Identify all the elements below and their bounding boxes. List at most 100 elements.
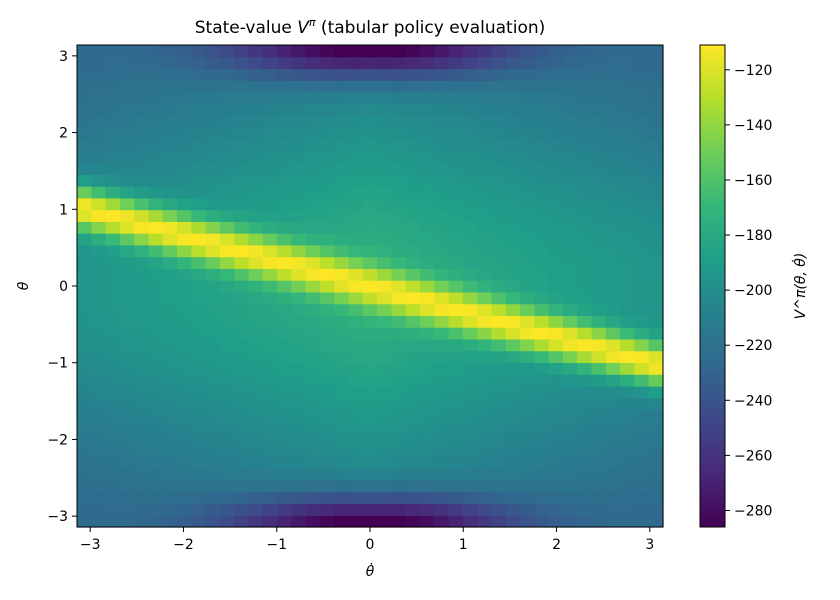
heatmap-cell [277, 374, 292, 387]
heatmap-cell [134, 221, 150, 234]
heatmap-cell [591, 45, 607, 58]
heatmap-cell [277, 280, 292, 293]
heatmap-cell [277, 103, 292, 117]
heatmap-cell [205, 503, 221, 516]
heatmap-cell [234, 515, 250, 528]
heatmap-cell [420, 162, 435, 175]
heatmap-cell [177, 421, 192, 434]
heatmap-cell [520, 68, 535, 81]
heatmap-cell [119, 139, 135, 152]
heatmap-cell [119, 350, 135, 364]
heatmap-cell [262, 268, 278, 281]
heatmap-cell [119, 468, 135, 481]
heatmap-cell [177, 444, 192, 458]
heatmap-cell [591, 432, 607, 446]
heatmap-cell [119, 503, 135, 516]
heatmap-cell [277, 139, 292, 152]
heatmap-cell [620, 468, 636, 481]
heatmap-cell [462, 479, 478, 493]
y-tick-label: −1 [47, 356, 68, 372]
heatmap-cell [362, 45, 378, 58]
heatmap-cell [105, 374, 121, 387]
heatmap-cell [491, 327, 507, 340]
heatmap-cell [91, 268, 107, 281]
heatmap-cell [391, 409, 407, 422]
heatmap-cell [162, 209, 178, 222]
heatmap-cell [477, 409, 493, 422]
heatmap-cell [462, 515, 478, 528]
heatmap-cell [148, 92, 164, 105]
heatmap-cell [105, 350, 121, 364]
heatmap-cell [248, 385, 264, 399]
heatmap-cell [434, 174, 450, 187]
heatmap-cell [562, 244, 578, 258]
heatmap-cell [591, 139, 607, 152]
heatmap-cell [334, 491, 350, 505]
heatmap-cell [534, 174, 550, 187]
heatmap-cell [534, 209, 550, 222]
heatmap-cell [205, 45, 221, 58]
heatmap-cell [134, 127, 150, 140]
heatmap-cell [620, 209, 636, 222]
heatmap-cell [562, 315, 578, 328]
heatmap-cell [391, 350, 407, 364]
heatmap-cell [305, 374, 321, 387]
heatmap-cell [219, 56, 235, 70]
heatmap-cell [319, 468, 335, 481]
heatmap-cell [134, 468, 150, 481]
heatmap-cell [362, 432, 378, 446]
heatmap-cell [319, 456, 335, 469]
heatmap-cell [177, 350, 192, 364]
heatmap-cell [534, 503, 550, 516]
heatmap-cell [177, 256, 192, 269]
heatmap-cell [405, 233, 421, 246]
heatmap-cell [620, 503, 636, 516]
heatmap-cell [462, 303, 478, 316]
heatmap-cell [420, 45, 435, 58]
heatmap-cell [277, 127, 292, 140]
heatmap-cell [291, 421, 307, 434]
heatmap-cell [448, 491, 464, 505]
heatmap-cell [420, 350, 435, 364]
heatmap-cell [548, 432, 564, 446]
heatmap-cell [391, 491, 407, 505]
heatmap-cell [291, 174, 307, 187]
heatmap-cell [405, 197, 421, 211]
heatmap-cell [420, 303, 435, 316]
heatmap-cell [562, 186, 578, 199]
heatmap-cell [377, 80, 393, 93]
heatmap-cell [234, 338, 250, 352]
heatmap-cell [291, 280, 307, 293]
heatmap-cell [362, 174, 378, 187]
heatmap-cell [291, 374, 307, 387]
heatmap-cell [605, 303, 621, 316]
heatmap-cell [91, 139, 107, 152]
heatmap-cell [91, 233, 107, 246]
heatmap-cell [348, 374, 364, 387]
heatmap-cell [605, 139, 621, 152]
heatmap-cell [448, 186, 464, 199]
heatmap-cell [177, 45, 192, 58]
heatmap-cell [262, 327, 278, 340]
heatmap-cell [191, 103, 207, 117]
heatmap-cell [448, 327, 464, 340]
heatmap-cell [377, 280, 393, 293]
heatmap-cell [420, 491, 435, 505]
heatmap-cell [305, 468, 321, 481]
heatmap-cell [319, 444, 335, 458]
heatmap-cell [148, 397, 164, 411]
heatmap-cell [277, 174, 292, 187]
heatmap-cell [491, 150, 507, 164]
heatmap-cell [462, 468, 478, 481]
heatmap-cell [648, 56, 664, 70]
heatmap-cell [334, 186, 350, 199]
heatmap-cell [620, 397, 636, 411]
heatmap-cell [191, 80, 207, 93]
heatmap-cell [591, 103, 607, 117]
heatmap-cell [605, 268, 621, 281]
heatmap-cell [262, 139, 278, 152]
heatmap-cell [391, 385, 407, 399]
heatmap-cell [634, 92, 650, 105]
heatmap-cell [191, 280, 207, 293]
heatmap-cell [262, 291, 278, 305]
